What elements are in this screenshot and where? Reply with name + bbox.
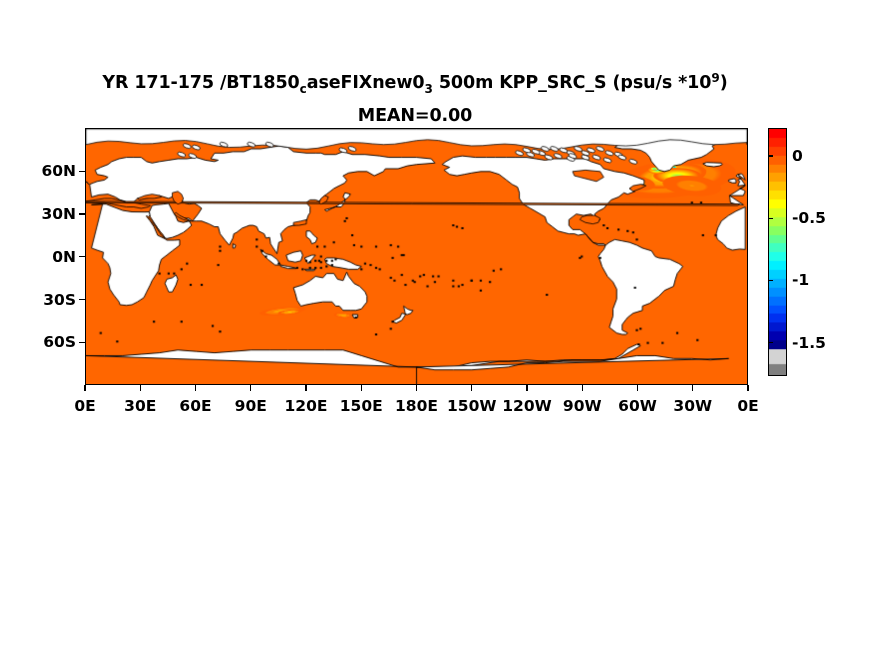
x-axis-tick-label: 120W bbox=[502, 397, 552, 415]
title-superscript-9: 9 bbox=[711, 71, 720, 85]
colorbar-tick bbox=[768, 217, 773, 219]
chart-subtitle-mean: MEAN=0.00 bbox=[357, 106, 473, 126]
x-axis-tick bbox=[139, 385, 141, 391]
x-axis-tick-label: 30W bbox=[673, 397, 713, 415]
title-subscript-c: c bbox=[299, 82, 307, 96]
y-axis-tick bbox=[79, 341, 85, 343]
colorbar bbox=[768, 128, 787, 376]
x-axis-tick bbox=[194, 385, 197, 391]
x-axis-tick bbox=[526, 385, 528, 391]
x-axis-tick bbox=[415, 385, 418, 391]
colorbar-gradient bbox=[769, 129, 786, 375]
x-axis-tick bbox=[250, 385, 252, 391]
x-axis-tick-label: 150E bbox=[339, 397, 383, 415]
y-axis-tick bbox=[79, 213, 85, 215]
y-axis-tick-label: 30N bbox=[41, 205, 76, 223]
colorbar-tick-label: -1 bbox=[792, 271, 810, 290]
y-axis-tick bbox=[79, 256, 85, 258]
x-axis-tick-label: 90E bbox=[234, 397, 267, 415]
x-axis-tick-label: 30E bbox=[124, 397, 157, 415]
y-axis-tick-label: 60S bbox=[43, 333, 76, 352]
map-plot-area bbox=[85, 128, 748, 385]
x-axis-tick-label: 90W bbox=[562, 397, 602, 415]
y-axis-tick-label: 60N bbox=[41, 162, 76, 181]
y-axis-tick-label: 30S bbox=[43, 290, 76, 309]
x-axis-tick-label: 60E bbox=[179, 397, 212, 415]
chart-title-line-1: YR 171-175 /BT1850caseFIXnew03 500m KPP_… bbox=[0, 66, 830, 102]
y-axis-tick bbox=[79, 170, 85, 172]
x-axis-tick-label: 120E bbox=[284, 397, 328, 415]
colorbar-tick bbox=[768, 341, 773, 344]
x-axis-tick-label: 0E bbox=[74, 397, 96, 415]
x-axis-tick bbox=[305, 385, 307, 391]
map-heatmap-canvas bbox=[86, 129, 747, 384]
title-text-part-4: ) bbox=[719, 73, 728, 93]
x-axis-tick bbox=[471, 385, 473, 391]
title-text-part-3: 500m KPP_SRC_S (psu/s *10 bbox=[432, 73, 712, 93]
x-axis-tick bbox=[360, 385, 362, 391]
x-axis-tick bbox=[581, 385, 583, 391]
x-axis-tick-label: 0E bbox=[737, 397, 759, 415]
colorbar-tick bbox=[768, 279, 773, 281]
x-axis-tick-label: 180E bbox=[395, 397, 438, 415]
chart-title: YR 171-175 /BT1850caseFIXnew03 500m KPP_… bbox=[0, 66, 830, 129]
x-axis-tick bbox=[84, 385, 86, 391]
y-axis-tick bbox=[79, 299, 85, 301]
x-axis-tick-label: 150W bbox=[447, 397, 497, 415]
colorbar-tick bbox=[768, 155, 773, 157]
colorbar-tick-label: -0.5 bbox=[792, 209, 826, 228]
colorbar-tick-label: 0 bbox=[792, 147, 803, 165]
title-text-part-1: YR 171-175 /BT1850 bbox=[102, 73, 300, 93]
title-subscript-3: 3 bbox=[424, 82, 433, 96]
x-axis-tick bbox=[747, 385, 749, 391]
colorbar-tick-label: -1.5 bbox=[792, 333, 826, 352]
title-text-part-2: aseFIXnew0 bbox=[306, 73, 425, 93]
x-axis-tick bbox=[636, 385, 639, 391]
x-axis-tick bbox=[692, 385, 694, 391]
x-axis-tick-label: 60W bbox=[618, 397, 657, 415]
y-axis-tick-label: 0N bbox=[52, 247, 76, 266]
